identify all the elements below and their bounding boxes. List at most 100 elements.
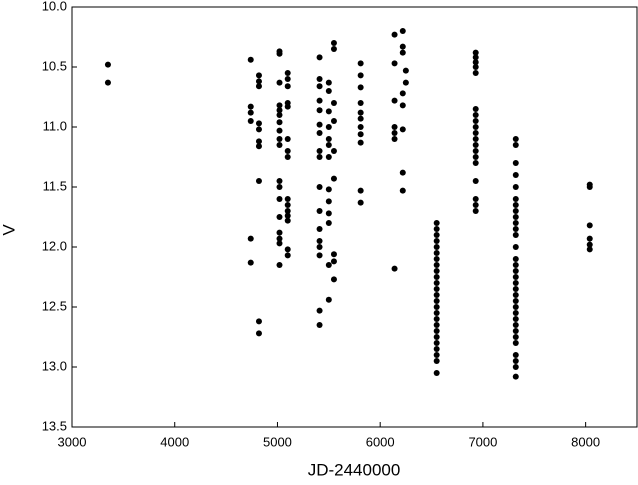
point: [433, 310, 440, 316]
point: [357, 72, 364, 79]
point: [586, 241, 593, 248]
point: [586, 235, 593, 242]
point: [512, 226, 519, 232]
point: [433, 280, 440, 286]
point: [512, 286, 519, 292]
point: [276, 196, 283, 202]
x-tick-label: 5000: [263, 434, 292, 449]
point: [399, 187, 406, 194]
point: [433, 352, 440, 358]
point: [316, 184, 323, 190]
point: [255, 143, 262, 150]
point: [255, 138, 262, 145]
point: [472, 59, 479, 66]
point: [316, 208, 323, 214]
point: [512, 202, 519, 208]
point: [255, 330, 262, 337]
point: [276, 127, 283, 134]
point: [284, 76, 291, 82]
point: [402, 67, 409, 74]
point: [325, 186, 332, 193]
point: [276, 229, 283, 236]
x-tick-label: 3000: [58, 434, 87, 449]
point: [472, 49, 479, 56]
point: [472, 118, 479, 124]
point: [316, 226, 323, 232]
point: [472, 64, 479, 70]
point: [433, 340, 440, 346]
point: [433, 262, 440, 268]
point: [433, 304, 440, 310]
point: [284, 202, 291, 208]
point: [104, 79, 111, 86]
point: [433, 334, 440, 340]
point: [330, 148, 337, 154]
point: [433, 244, 440, 250]
point: [330, 251, 337, 258]
point: [586, 184, 593, 190]
point: [512, 196, 519, 202]
point: [433, 274, 440, 280]
point: [433, 220, 440, 226]
point: [284, 196, 291, 202]
point: [433, 358, 440, 364]
point: [391, 130, 398, 136]
point: [330, 46, 337, 52]
point: [433, 292, 440, 298]
point: [316, 54, 323, 61]
point: [399, 169, 406, 176]
point: [276, 142, 283, 148]
point: [472, 124, 479, 130]
point: [391, 60, 398, 67]
point: [512, 256, 519, 262]
point: [357, 60, 364, 67]
point: [512, 373, 519, 380]
point: [325, 136, 332, 142]
point: [330, 276, 337, 283]
point: [399, 49, 406, 56]
point: [433, 346, 440, 352]
point: [284, 212, 291, 219]
point: [391, 31, 398, 38]
point: [276, 262, 283, 268]
point: [284, 103, 291, 110]
x-tick-label: 4000: [160, 434, 189, 449]
point: [255, 126, 262, 133]
point: [284, 70, 291, 76]
point: [316, 307, 323, 314]
point: [472, 70, 479, 76]
point: [472, 130, 479, 136]
point: [433, 268, 440, 274]
point: [255, 318, 262, 325]
point: [472, 196, 479, 202]
point: [399, 102, 406, 109]
point: [325, 79, 332, 86]
point: [512, 298, 519, 304]
point: [472, 54, 479, 61]
point: [276, 136, 283, 142]
point: [104, 61, 111, 68]
point: [276, 184, 283, 190]
point: [472, 208, 479, 214]
point: [472, 112, 479, 118]
point: [330, 118, 337, 124]
point: [512, 328, 519, 334]
y-tick-label: 10.5: [42, 58, 67, 73]
point: [325, 154, 332, 160]
point: [284, 252, 291, 259]
point: [512, 160, 519, 166]
point: [512, 340, 519, 346]
point: [325, 262, 332, 268]
point: [247, 109, 254, 116]
point: [472, 154, 479, 160]
point: [325, 124, 332, 130]
point: [325, 220, 332, 226]
point: [512, 208, 519, 214]
point: [357, 187, 364, 194]
point: [433, 226, 440, 232]
y-tick-label: 11.5: [43, 178, 67, 193]
point: [512, 232, 519, 238]
point: [247, 56, 254, 63]
point: [586, 246, 593, 253]
